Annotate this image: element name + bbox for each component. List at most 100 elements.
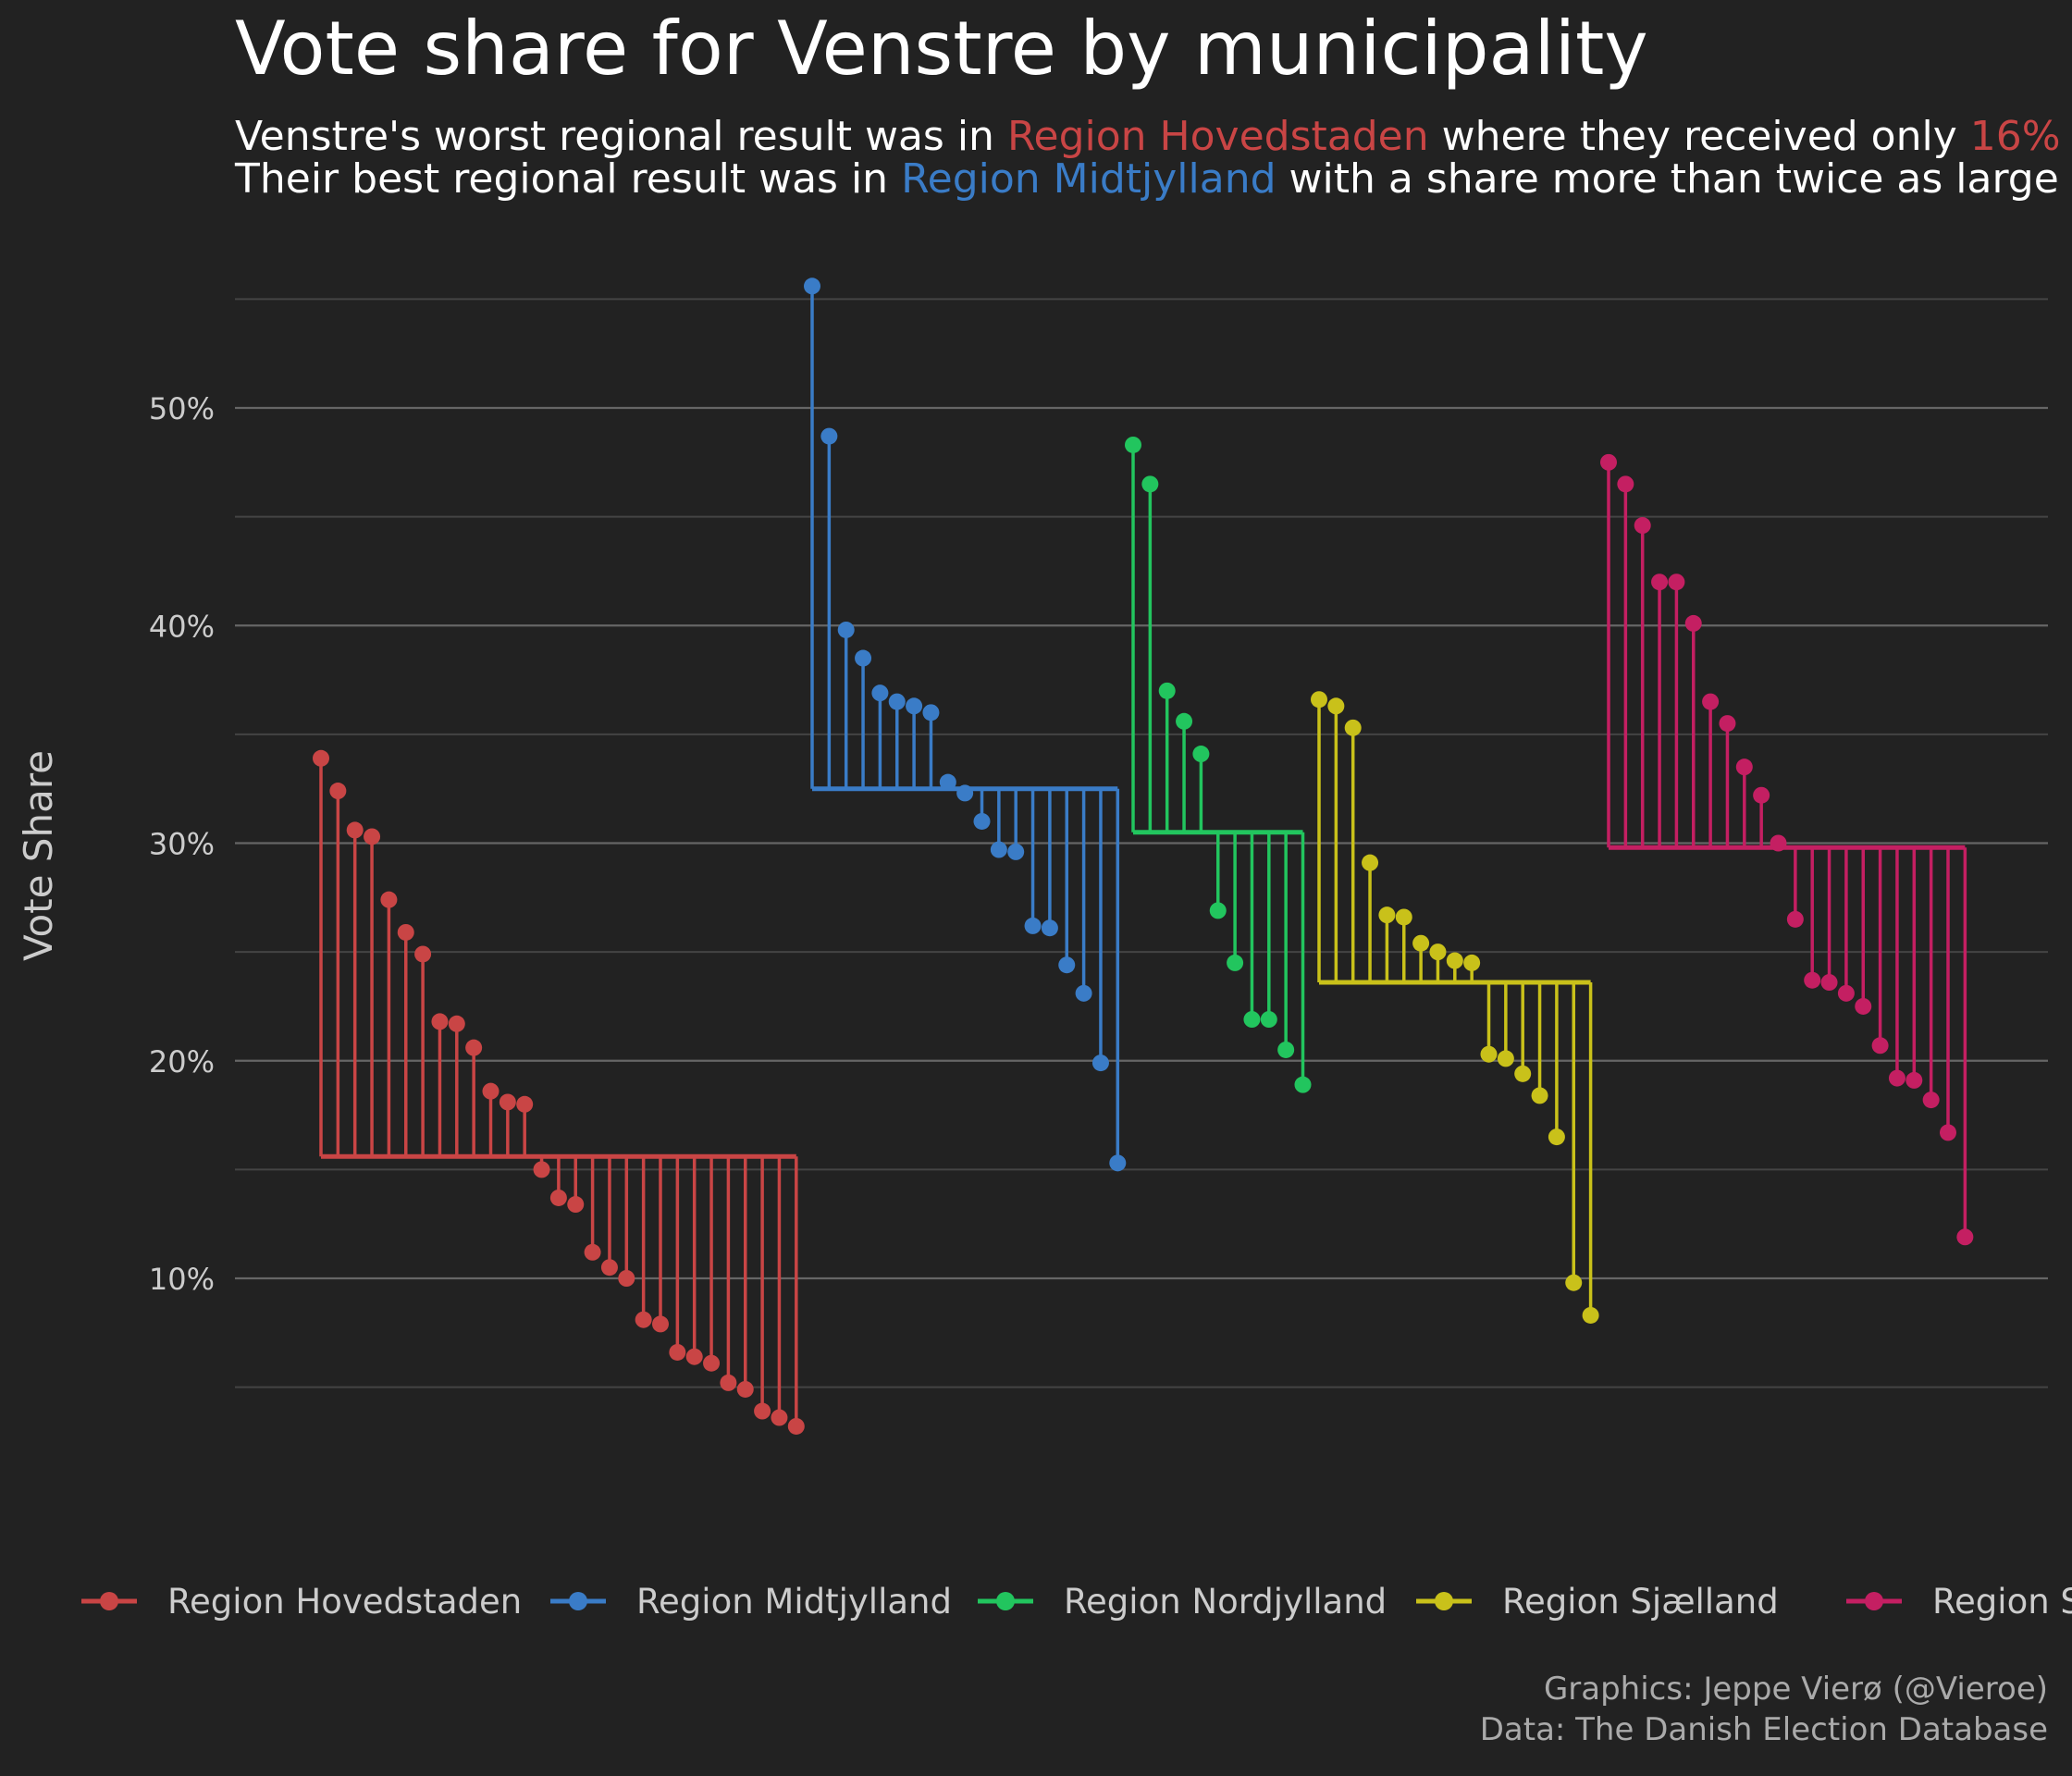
lollipop-point [635,1311,652,1328]
lollipop-point [1651,574,1669,591]
lollipop-point [1497,1050,1514,1067]
lollipop-point [754,1402,771,1420]
legend-item-2: Region Nordjylland [978,1582,1387,1622]
subtitle-1-prefix: Venstre's worst regional result was in [235,113,1007,160]
caption-data: Data: The Danish Election Database [1479,1711,2048,1748]
lollipop-point [804,278,820,295]
lollipop-point [414,945,432,963]
lollipop-point [1294,1076,1312,1093]
lollipop-point [1075,984,1092,1002]
lollipop-point [906,697,923,715]
subtitle-2-prefix: Their best regional result was in [235,155,902,203]
lollipop-point [939,773,956,791]
lollipop-point [1429,944,1447,961]
lollipop-point [618,1270,635,1287]
lollipop-point [1565,1274,1583,1291]
y-axis-label: Vote Share [16,750,61,961]
y-tick-label: 40% [149,609,215,644]
lollipop-point [1634,517,1651,535]
lollipop-point [1395,908,1412,926]
lollipop-point [1227,954,1244,971]
lollipop-point [600,1259,618,1276]
subtitle-1-middle: where they received only [1428,113,1970,160]
lollipop-point [973,812,991,830]
lollipop-point [364,828,381,845]
y-tick-label: 10% [149,1262,215,1297]
legend-label: Region Syd [1932,1582,2072,1622]
legend-key-point [1435,1592,1453,1610]
lollipop-point [837,621,855,638]
y-tick-label: 50% [149,391,215,426]
lollipop-point [1922,1092,1940,1109]
lollipop-point [1871,1037,1889,1054]
legend-label: Region Nordjylland [1064,1582,1387,1622]
lollipop-point [1804,971,1821,989]
lollipop-point [499,1093,516,1111]
lollipop-point [956,784,974,802]
lollipop-point [1176,712,1193,730]
lollipop-point [346,821,364,839]
legend-item-4: Region Syd [1846,1582,2072,1622]
lollipop-point [1735,758,1753,776]
lollipop-point [1125,436,1141,453]
lollipop-point [1514,1065,1532,1082]
lollipop-point [380,891,398,908]
legend-label: Region Hovedstaden [167,1582,522,1622]
lollipop-point [1548,1128,1565,1146]
lollipop-point [1109,1154,1127,1172]
lollipop-point [1311,691,1327,709]
lollipop-point [533,1161,550,1178]
lollipop-point [1617,475,1634,493]
lollipop-point [1906,1071,1923,1089]
series-1 [804,278,1127,1172]
legend-item-3: Region Sjælland [1416,1582,1779,1622]
lollipop-point [888,693,906,710]
chart-title: Vote share for Venstre by municipality [235,6,1648,92]
lollipop-point [549,1189,567,1206]
lollipop-point [1719,715,1736,733]
lollipop-point [720,1374,737,1391]
legend-key-point [996,1592,1015,1610]
lollipop-point [1600,453,1617,471]
legend-key-point [100,1592,118,1610]
lollipop-point [1463,954,1481,971]
lollipop-point [855,649,872,667]
lollipop-point [1041,919,1058,937]
lollipop-point [1837,984,1855,1002]
lollipop-point [685,1348,703,1365]
lollipop-point [1940,1124,1956,1141]
lollipop-point [1855,997,1872,1015]
lollipop-point [1344,719,1362,736]
lollipop-point [1192,746,1210,763]
lollipop-point [1480,1045,1498,1063]
lollipop-point [1820,974,1838,992]
lollipop-point [1684,614,1702,632]
lollipop-point [516,1095,534,1113]
lollipop-point [787,1417,805,1435]
subtitle-1-highlight2: 16% [1969,113,2061,160]
lollipop-point [1362,854,1379,871]
subtitle-line-1: Venstre's worst regional result was in R… [235,113,2061,160]
lollipop-point [736,1380,754,1398]
legend-key-point [1865,1592,1883,1610]
lollipop-point [1158,682,1176,699]
lollipop-point [1378,906,1396,924]
legend-label: Region Midtjylland [636,1582,952,1622]
lollipop-point [771,1409,788,1426]
lollipop-point [482,1082,500,1100]
lollipop-point [313,749,329,767]
subtitle-line-2: Their best regional result was in Region… [235,155,2059,203]
lollipop-point [1092,1054,1109,1072]
lollipop-point [1058,956,1076,974]
subtitle-2-suffix: with a share more than twice as large [1276,155,2059,203]
lollipop-point [922,704,940,722]
lollipop-point [669,1343,686,1361]
lollipop-point [1702,693,1720,710]
legend-key-point [569,1592,587,1610]
legend-label: Region Sjælland [1502,1582,1779,1622]
lollipop-point [1956,1228,1974,1246]
lollipop-point [1446,952,1463,969]
lollipop-point [1668,574,1685,591]
lollipop-point [1007,843,1025,860]
lollipop-point [1209,902,1227,919]
